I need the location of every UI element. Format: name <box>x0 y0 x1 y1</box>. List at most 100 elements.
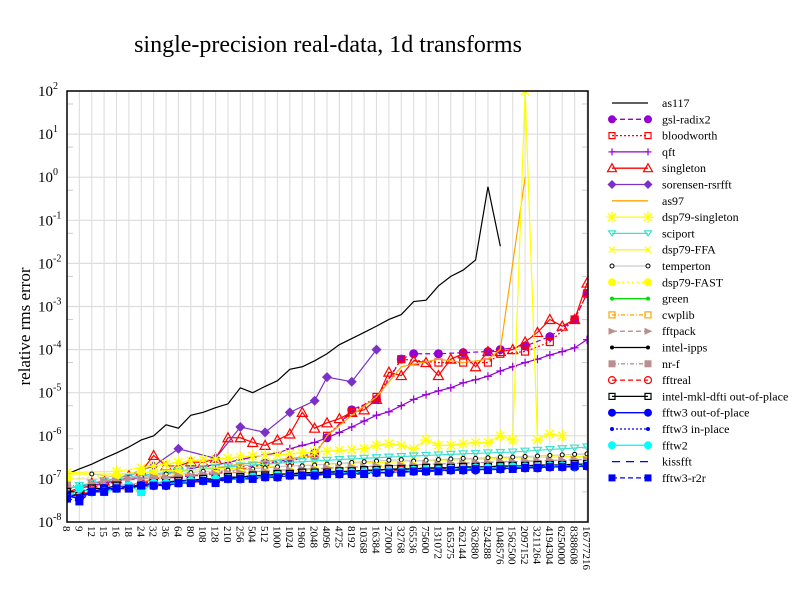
data-point <box>558 347 567 356</box>
data-point <box>395 439 408 452</box>
y-tick-label: 10-3 <box>38 297 61 316</box>
data-point <box>199 476 208 485</box>
x-tick-label: 362880 <box>469 526 481 560</box>
data-point <box>297 458 308 466</box>
legend-item-as97: as97 <box>612 194 684 208</box>
data-point <box>610 427 614 431</box>
data-point <box>422 390 431 399</box>
legend-label: bloodworth <box>662 129 717 143</box>
data-point <box>544 445 555 454</box>
data-point <box>248 474 257 483</box>
data-point <box>346 455 357 464</box>
data-point <box>261 473 270 482</box>
x-tick-label: 6250000 <box>555 526 567 565</box>
legend-label: dsp79-FFA <box>662 243 716 257</box>
data-point <box>124 474 134 483</box>
data-point <box>211 479 220 488</box>
data-point <box>446 466 455 475</box>
legend-item-fftpack: fftpack <box>608 324 696 338</box>
x-tick-label: 64 <box>171 526 183 538</box>
x-tick-label: 1000 <box>270 526 282 549</box>
data-point <box>259 439 272 450</box>
data-point <box>149 481 158 490</box>
data-point <box>137 474 147 483</box>
x-tick-label: 4096 <box>320 526 332 549</box>
data-point <box>310 438 319 447</box>
data-point <box>172 456 185 469</box>
legend-label: fftw3 out-of-place <box>662 406 749 420</box>
data-point <box>534 453 540 459</box>
x-tick-label: 4194304 <box>543 526 555 565</box>
data-point <box>386 457 392 463</box>
data-point <box>296 406 309 417</box>
data-point <box>446 383 455 392</box>
legend-label: sciport <box>662 226 695 240</box>
x-tick-label: 9 <box>72 526 84 532</box>
data-point <box>644 311 652 319</box>
data-point <box>559 452 565 458</box>
data-point <box>568 313 581 325</box>
data-point <box>469 436 482 449</box>
data-point <box>396 354 406 364</box>
data-point <box>608 132 616 140</box>
x-tick-label: 24 <box>134 526 146 538</box>
data-point <box>308 446 321 459</box>
x-tick-label: 1960 <box>295 526 307 549</box>
series-group <box>67 91 588 506</box>
data-point <box>383 453 395 462</box>
x-tick-label: 8192 <box>345 526 357 548</box>
data-point <box>382 437 395 450</box>
legend-label: dsp79-singleton <box>662 210 739 224</box>
data-point <box>333 444 346 457</box>
legend-label: kissfft <box>662 455 692 469</box>
data-point <box>581 443 588 452</box>
legend-label: green <box>662 292 689 306</box>
data-point <box>283 447 296 460</box>
legend-item-sorensen-rsrfft: sorensen-rsrfft <box>607 178 732 192</box>
x-tick-label: 10368 <box>357 526 369 554</box>
y-tick-label: 10-7 <box>38 469 61 488</box>
data-point <box>607 230 617 237</box>
data-point <box>260 427 271 438</box>
legend-label: singleton <box>662 161 706 175</box>
legend-item-cwplib: cwplib <box>608 308 695 322</box>
data-point <box>434 386 443 395</box>
data-point <box>160 458 173 471</box>
legend-label: fftpack <box>662 324 696 338</box>
data-point <box>87 487 96 496</box>
legend-item-fftw2: fftw2 <box>608 438 688 452</box>
legend-label: dsp79-FAST <box>662 275 724 289</box>
data-point <box>396 452 407 461</box>
data-point <box>100 476 110 485</box>
data-point <box>533 463 542 472</box>
legend-label: intel-ipps <box>662 341 708 355</box>
data-point <box>606 162 618 173</box>
x-tick-label: 32 <box>147 526 159 537</box>
legend-item-dsp79-singleton: dsp79-singleton <box>606 210 739 224</box>
data-point <box>67 487 72 496</box>
legend-label: fftw3 in-place <box>662 422 729 436</box>
data-point <box>333 412 346 424</box>
x-tick-label: 524288 <box>481 526 493 560</box>
data-point <box>646 345 650 350</box>
data-point <box>507 448 518 457</box>
legend-item-kissfft: kissfft <box>612 455 692 469</box>
data-point <box>271 448 284 461</box>
data-point <box>434 467 443 476</box>
data-point <box>371 454 382 462</box>
data-point <box>334 456 345 464</box>
data-point <box>470 449 481 458</box>
legend-label: temperton <box>662 259 711 273</box>
x-tick-label: 256 <box>233 526 245 543</box>
data-point <box>610 345 614 350</box>
data-point <box>644 392 652 400</box>
data-point <box>644 441 652 450</box>
legend-label: cwplib <box>662 308 695 322</box>
data-point <box>556 429 569 442</box>
data-point <box>222 463 234 471</box>
data-point <box>184 455 197 468</box>
data-point <box>360 469 369 478</box>
data-point <box>435 457 441 463</box>
data-point <box>547 452 553 458</box>
x-tick-label: 262144 <box>456 526 468 560</box>
